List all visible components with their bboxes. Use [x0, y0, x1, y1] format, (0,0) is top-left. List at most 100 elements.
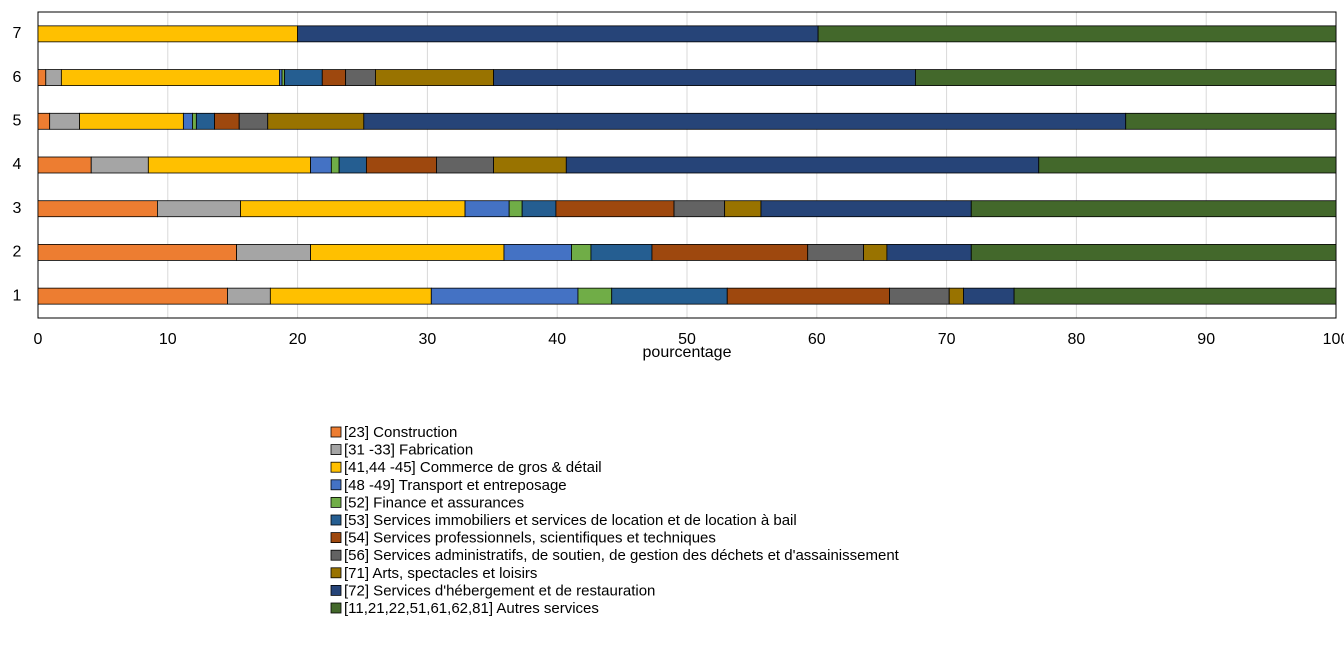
bar-segment — [310, 244, 505, 261]
bar-segment — [726, 287, 890, 305]
bar-segment — [227, 287, 271, 305]
bar-segment — [611, 287, 728, 305]
legend-label: [72] Services d'hébergement et de restau… — [344, 582, 655, 599]
bar-segment — [724, 200, 762, 218]
bar-segment — [963, 287, 1015, 305]
legend-swatch — [330, 549, 342, 561]
bar-segment — [37, 156, 92, 174]
legend-swatch — [330, 567, 342, 579]
bar-segment — [430, 287, 579, 305]
bar-segment — [555, 200, 675, 218]
bar-segment — [37, 287, 228, 305]
bar-segment — [863, 244, 888, 261]
bar-segment — [37, 244, 237, 261]
bar-segment — [182, 112, 193, 130]
legend-label: [11,21,22,51,61,62,81] Autres services — [344, 600, 599, 617]
bar-segment — [37, 25, 299, 43]
x-tick-label: 0 — [34, 331, 43, 348]
bar-segment — [338, 156, 367, 174]
bar-segment — [214, 112, 240, 130]
legend-label: [23] Construction — [344, 424, 457, 441]
legend-swatch — [330, 426, 342, 438]
x-tick-label: 80 — [1068, 331, 1086, 348]
bar-segment — [436, 156, 494, 174]
bar-segment — [49, 112, 80, 130]
bar-segment — [970, 244, 1337, 261]
bar-segment — [269, 287, 432, 305]
x-tick-label: 60 — [808, 331, 826, 348]
bar-segment — [493, 156, 567, 174]
legend-swatch — [330, 602, 342, 614]
y-tick-label: 7 — [13, 25, 22, 42]
bar-segment — [45, 69, 62, 86]
legend-swatch — [330, 585, 342, 596]
bar-segment — [267, 112, 365, 130]
bar-segment — [330, 156, 340, 174]
y-tick-label: 1 — [13, 287, 22, 304]
bar-segment — [915, 69, 1337, 86]
y-tick-label: 6 — [13, 69, 22, 86]
bar-segment — [345, 69, 376, 86]
bar-segment — [503, 244, 572, 261]
bar-segment — [590, 244, 653, 261]
bar-segment — [321, 69, 347, 86]
bar-segment — [60, 69, 280, 86]
x-tick-label: 30 — [419, 331, 437, 348]
x-tick-label: 50 — [678, 331, 696, 348]
bar-segment — [1038, 156, 1337, 174]
bar-segment — [90, 156, 149, 174]
bar-segment — [310, 156, 332, 174]
legend-swatch — [330, 479, 342, 491]
legend-swatch — [330, 444, 342, 456]
y-tick-label: 2 — [13, 244, 22, 261]
bar-segment — [571, 244, 592, 261]
bar-segment — [37, 200, 158, 218]
bar-segment — [37, 112, 51, 130]
y-tick-label: 3 — [13, 200, 22, 217]
bar-segment — [521, 200, 557, 218]
bar-segment — [157, 200, 241, 218]
bar-segment — [948, 287, 964, 305]
legend-swatch — [330, 496, 342, 508]
legend-label: [48 -49] Transport et entreposage — [344, 477, 567, 494]
bar-segment — [1125, 112, 1337, 130]
x-tick-label: 10 — [159, 331, 177, 348]
bar-segment — [240, 200, 466, 218]
bar-segment — [192, 112, 197, 130]
x-tick-label: 20 — [289, 331, 307, 348]
bar-segment — [493, 69, 916, 86]
bar-segment — [651, 244, 809, 261]
bar-segment — [577, 287, 613, 305]
bar-segment — [195, 112, 215, 130]
y-tick-label: 5 — [13, 113, 22, 130]
bar-segment — [1013, 287, 1337, 305]
x-tick-label: 40 — [548, 331, 566, 348]
bar-segment — [464, 200, 510, 218]
bar-segment — [365, 156, 437, 174]
bar-segment — [889, 287, 950, 305]
bar-segment — [147, 156, 311, 174]
legend-label: [54] Services professionnels, scientifiq… — [344, 530, 716, 547]
bar-segment — [886, 244, 972, 261]
bar-segment — [565, 156, 1040, 174]
bar-segment — [375, 69, 494, 86]
legend-swatch — [330, 532, 342, 543]
bar-segment — [297, 25, 819, 43]
x-tick-label: 90 — [1197, 331, 1215, 348]
bar-segment — [807, 244, 864, 261]
legend-label: [53] Services immobiliers et services de… — [344, 512, 797, 529]
bar-segment — [236, 244, 311, 261]
x-tick-label: 70 — [938, 331, 956, 348]
legend-label: [56] Services administratifs, de soutien… — [344, 547, 900, 564]
y-tick-label: 4 — [13, 156, 22, 173]
legend: [23] Construction[31 -33] Fabrication[41… — [330, 424, 900, 617]
legend-label: [31 -33] Fabrication — [344, 442, 473, 459]
legend-swatch — [330, 461, 342, 473]
x-tick-label: 100 — [1323, 331, 1344, 348]
bar-segment — [760, 200, 972, 218]
bar-segment — [363, 112, 1127, 130]
bar-segment — [817, 25, 1337, 43]
bar-segment — [970, 200, 1337, 218]
legend-label: [52] Finance et assurances — [344, 494, 524, 511]
